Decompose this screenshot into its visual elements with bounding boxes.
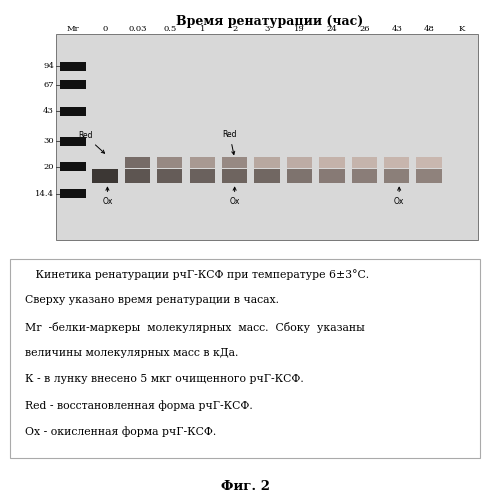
Bar (384, 169, 409, 184)
Bar (190, 157, 215, 168)
Text: Кинетика ренатурации рчГ-КСФ при температуре 6±3°С.: Кинетика ренатурации рчГ-КСФ при темпера… (24, 269, 368, 280)
Text: Ox: Ox (394, 187, 404, 206)
Bar (190, 169, 215, 184)
Text: 1: 1 (199, 25, 205, 33)
Text: 20: 20 (44, 163, 54, 171)
Text: К - в лунку внесено 5 мкг очищенного рчГ-КСФ.: К - в лунку внесено 5 мкг очищенного рчГ… (24, 374, 303, 384)
Text: Ox: Ox (229, 187, 240, 206)
Text: 26: 26 (359, 25, 369, 33)
Bar (352, 169, 377, 184)
Bar (92, 169, 118, 184)
Text: Mr: Mr (66, 25, 79, 33)
Text: Red: Red (78, 131, 104, 153)
Text: величины молекулярных масс в кДа.: величины молекулярных масс в кДа. (24, 348, 238, 358)
Bar (319, 157, 344, 168)
Text: 43: 43 (43, 107, 54, 115)
Bar (60, 80, 86, 89)
Bar (416, 169, 442, 184)
Text: 24: 24 (326, 25, 337, 33)
Text: K: K (458, 25, 465, 33)
Text: 0.5: 0.5 (163, 25, 176, 33)
Text: Red: Red (222, 130, 237, 155)
Bar (60, 107, 86, 116)
Text: Фиг. 2: Фиг. 2 (220, 480, 270, 493)
Bar (416, 157, 442, 168)
Text: 30: 30 (43, 137, 54, 145)
Text: Red - восстановленная форма рчГ-КСФ.: Red - восстановленная форма рчГ-КСФ. (24, 400, 252, 411)
Text: 0: 0 (102, 25, 108, 33)
Bar (222, 169, 247, 184)
Bar (352, 157, 377, 168)
Text: Время ренатурации (час): Время ренатурации (час) (176, 15, 363, 28)
Text: 14.4: 14.4 (35, 190, 54, 198)
Text: 67: 67 (43, 81, 54, 89)
Text: 3: 3 (265, 25, 270, 33)
Bar (56, 34, 478, 240)
Text: Сверху указано время ренатурации в часах.: Сверху указано время ренатурации в часах… (24, 295, 278, 305)
Text: Mr  -белки-маркеры  молекулярных  масс.  Сбоку  указаны: Mr -белки-маркеры молекулярных масс. Сбо… (24, 321, 364, 332)
Bar (222, 157, 247, 168)
Bar (287, 157, 312, 168)
Bar (319, 169, 344, 184)
Bar (157, 157, 182, 168)
Text: Ох - окисленная форма рчГ-КСФ.: Ох - окисленная форма рчГ-КСФ. (24, 426, 216, 437)
Text: 0.03: 0.03 (128, 25, 147, 33)
Text: 94: 94 (43, 62, 54, 70)
Bar (125, 157, 150, 168)
Bar (384, 157, 409, 168)
Text: Ox: Ox (102, 187, 113, 206)
Bar (60, 137, 86, 146)
Bar (157, 169, 182, 184)
Text: 43: 43 (392, 25, 402, 33)
Bar (60, 189, 86, 198)
Text: 2: 2 (232, 25, 237, 33)
Text: 48: 48 (424, 25, 435, 33)
Text: 19: 19 (294, 25, 305, 33)
Bar (254, 157, 280, 168)
Bar (60, 162, 86, 171)
Bar (60, 62, 86, 70)
Bar (287, 169, 312, 184)
Bar (125, 169, 150, 184)
Bar (254, 169, 280, 184)
